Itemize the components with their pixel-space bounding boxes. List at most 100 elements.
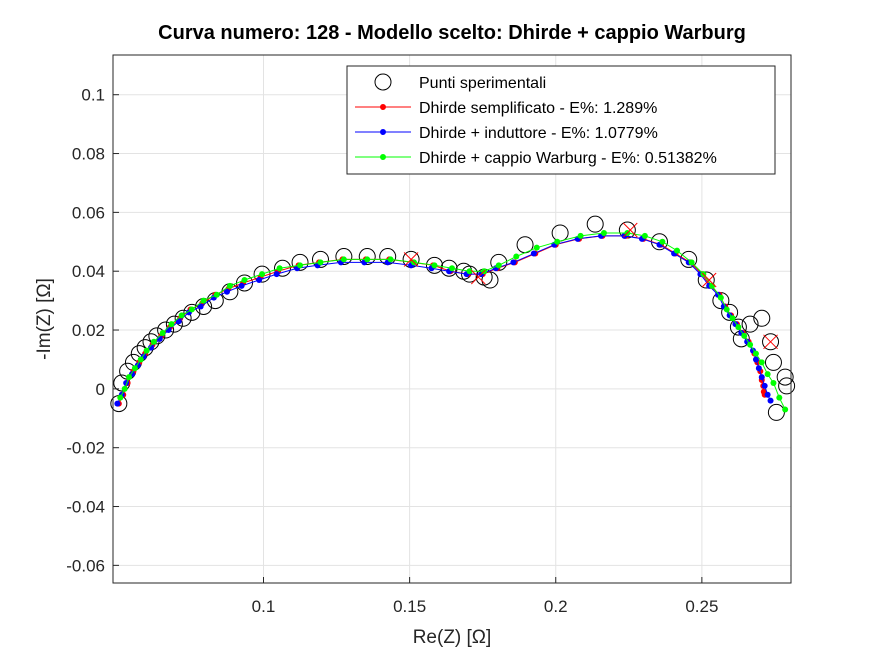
legend-symbol (380, 104, 386, 110)
data-point (741, 315, 759, 333)
data-point (148, 327, 166, 345)
plot-frame (112, 54, 792, 584)
series-point (758, 359, 765, 366)
series-point (723, 306, 730, 313)
series-point (466, 268, 473, 275)
data-point (165, 315, 183, 333)
y-tick-label: -0.04 (66, 498, 105, 517)
series-point (126, 374, 133, 381)
series-point (776, 394, 783, 401)
series-point (577, 232, 584, 239)
series-point (238, 282, 245, 289)
series-point (241, 277, 248, 284)
data-point (762, 333, 780, 351)
chart-title: Curva numero: 128 - Modello scelto: Dhir… (158, 22, 746, 44)
series-point (200, 297, 207, 304)
y-tick-label: 0.06 (72, 203, 105, 222)
series-point (758, 374, 765, 381)
data-point (358, 247, 376, 265)
data-point (764, 353, 782, 371)
series-point (256, 277, 263, 284)
series-point (533, 244, 540, 251)
series-3 (117, 229, 789, 413)
cross-marker (763, 334, 778, 350)
series-point (530, 250, 537, 257)
series-point (431, 262, 438, 269)
x-axis-label: Re(Z) [Ω] (413, 627, 492, 648)
y-tick-label: 0 (96, 380, 105, 399)
series-point (213, 291, 220, 298)
cross-marker (403, 252, 419, 267)
data-point (157, 321, 175, 339)
series-point (317, 259, 324, 266)
series-point (764, 391, 771, 398)
series-point (178, 312, 185, 319)
series-point (554, 238, 561, 245)
legend-symbol (380, 129, 386, 135)
series-point (709, 282, 716, 289)
series-point (659, 238, 666, 245)
data-point (174, 309, 192, 327)
series-point (513, 253, 520, 260)
data-point (721, 303, 739, 321)
series-point (197, 303, 204, 310)
series-point (755, 365, 762, 372)
data-point (425, 256, 443, 274)
series-point (449, 265, 455, 272)
series-point (641, 232, 648, 239)
ticks: 0.1 0.15 0.2 0.25 -0.06 -0.04 -0.02 0 0.02 0.04 0.… (66, 86, 718, 616)
legend-label: Punti sperimentali (419, 75, 546, 92)
legend-symbol (380, 154, 386, 160)
data-point (274, 259, 291, 277)
y-tick-label: 0.08 (72, 145, 105, 164)
series-point (495, 262, 502, 269)
series-point (223, 288, 230, 295)
series-point (165, 327, 172, 334)
data-point (311, 250, 329, 268)
x-tick-label: 0.15 (393, 597, 426, 616)
series-point (782, 406, 789, 413)
series-point (767, 397, 774, 404)
series-point (688, 259, 695, 266)
series-point (747, 341, 754, 348)
y-tick-label: -0.06 (66, 556, 105, 575)
series-point (226, 282, 233, 289)
series-point (770, 379, 777, 386)
data-point (680, 250, 698, 268)
legend-label: Dhirde + induttore - E%: 1.0779% (419, 125, 658, 142)
series-point (114, 400, 121, 407)
data-point (697, 271, 715, 289)
series-point (735, 324, 742, 331)
series-point (159, 329, 166, 336)
legend-symbol (374, 73, 392, 91)
series-point (600, 229, 607, 236)
series-point (156, 335, 163, 342)
series-point (117, 394, 124, 401)
y-tick-label: -0.02 (66, 439, 105, 458)
data-point (778, 377, 796, 395)
series-point (764, 371, 771, 378)
series-point (137, 356, 144, 363)
series-point (340, 256, 347, 263)
cross-marker (701, 272, 717, 288)
series-point (143, 347, 150, 354)
series-point (761, 382, 768, 389)
data-point (291, 253, 309, 271)
series-point (147, 344, 154, 351)
legend-label: Dhirde + cappio Warburg - E%: 0.51382% (419, 150, 717, 167)
cross-marker (622, 222, 638, 238)
series-point (188, 306, 195, 313)
series-point (364, 256, 371, 263)
data-point (729, 318, 747, 336)
series-point (729, 315, 736, 322)
data-point (335, 247, 353, 265)
series-point (674, 247, 681, 254)
legend: Punti sperimentali Dhirde semplificato - … (346, 65, 776, 175)
series-point (752, 356, 759, 363)
series-point (741, 332, 748, 339)
series-point (510, 259, 517, 266)
legend-box (346, 65, 776, 175)
series-point (150, 338, 157, 345)
